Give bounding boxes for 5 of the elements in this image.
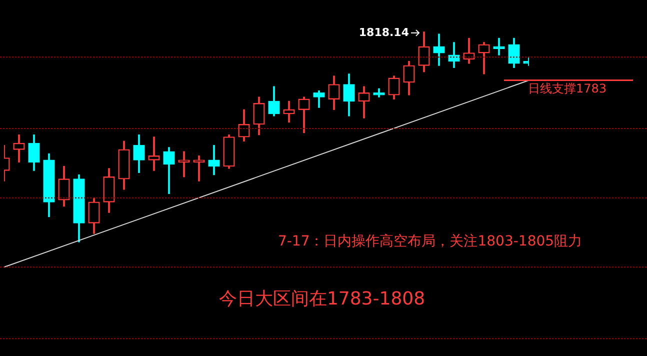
text: 今日大区间在1783-1808 <box>218 288 426 310</box>
ref-line-label: 日线支撑1783 <box>528 81 607 96</box>
candlestick <box>148 136 160 171</box>
annotation: 7-17：日内操作高空布局，关注1803-1805阻力 <box>278 234 582 250</box>
annotation: 1818.14 <box>358 26 410 39</box>
